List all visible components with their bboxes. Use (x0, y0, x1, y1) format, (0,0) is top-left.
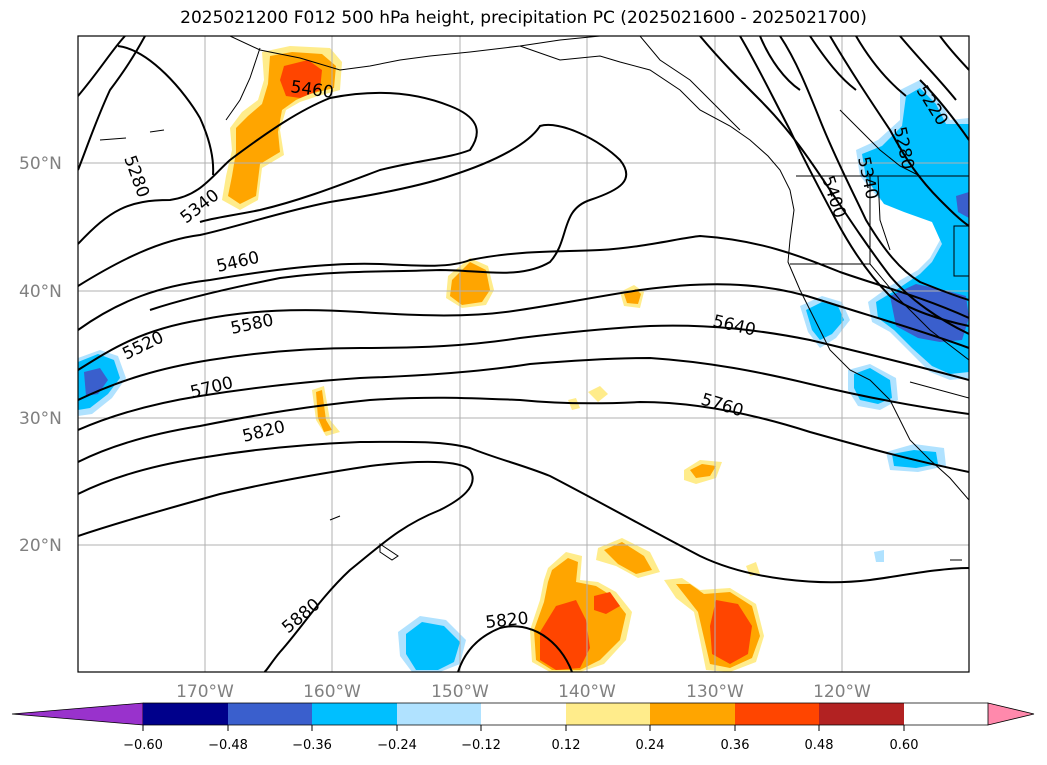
colorbar-bin (397, 703, 481, 725)
colorbar-tick-label: −0.60 (123, 738, 163, 753)
colorbar-bin (481, 703, 566, 725)
colorbar-bin (566, 703, 650, 725)
lon-label: 120°W (813, 682, 871, 702)
map-frame (77, 35, 970, 673)
colorbar: −0.60 −0.48 −0.36 −0.24 −0.12 0.12 0.24 … (11, 702, 1035, 753)
colorbar-ticks (142, 725, 905, 731)
latitude-labels: 50°N 40°N 30°N 20°N (19, 154, 62, 556)
colorbar-tick-labels: −0.60 −0.48 −0.36 −0.24 −0.12 0.12 0.24 … (123, 738, 918, 753)
colorbar-tick-label: −0.48 (208, 738, 248, 753)
colorbar-bin (312, 703, 397, 725)
colorbar-bin (650, 703, 735, 725)
colorbar-tick-label: −0.24 (377, 738, 417, 753)
lat-label: 20°N (19, 536, 62, 556)
lon-label: 160°W (303, 682, 361, 702)
coastlines (99, 36, 969, 561)
lon-label: 150°W (431, 682, 489, 702)
lon-label: 140°W (558, 682, 616, 702)
colorbar-bin (228, 703, 312, 725)
map-title: 2025021200 F012 500 hPa height, precipit… (180, 8, 867, 28)
colorbar-tick-label: −0.12 (461, 738, 501, 753)
lon-label: 130°W (686, 682, 744, 702)
colorbar-tick-label: 0.24 (636, 738, 665, 753)
lat-label: 30°N (19, 409, 62, 429)
map-gridlines (78, 36, 969, 672)
height-contours (78, 36, 969, 672)
colorbar-tick-label: 0.36 (721, 738, 750, 753)
lat-label: 50°N (19, 154, 62, 174)
colorbar-tick-label: −0.36 (292, 738, 332, 753)
colorbar-tick-label: 0.60 (890, 738, 919, 753)
lon-label: 170°W (176, 682, 234, 702)
lat-label: 40°N (19, 282, 62, 302)
colorbar-extend-low (11, 702, 144, 726)
colorbar-extend-high (987, 702, 1035, 726)
colorbar-bin (819, 703, 904, 725)
colorbar-bin (143, 703, 228, 725)
colorbar-tick-label: 0.12 (552, 738, 581, 753)
colorbar-tick-label: 0.48 (805, 738, 834, 753)
colorbar-bin (735, 703, 819, 725)
map-plot-area: 5460 5280 5340 5460 5520 5580 5700 5820 … (78, 36, 969, 672)
longitude-labels: 170°W 160°W 150°W 140°W 130°W 120°W (176, 682, 871, 702)
contour-label: 5820 (484, 609, 529, 633)
